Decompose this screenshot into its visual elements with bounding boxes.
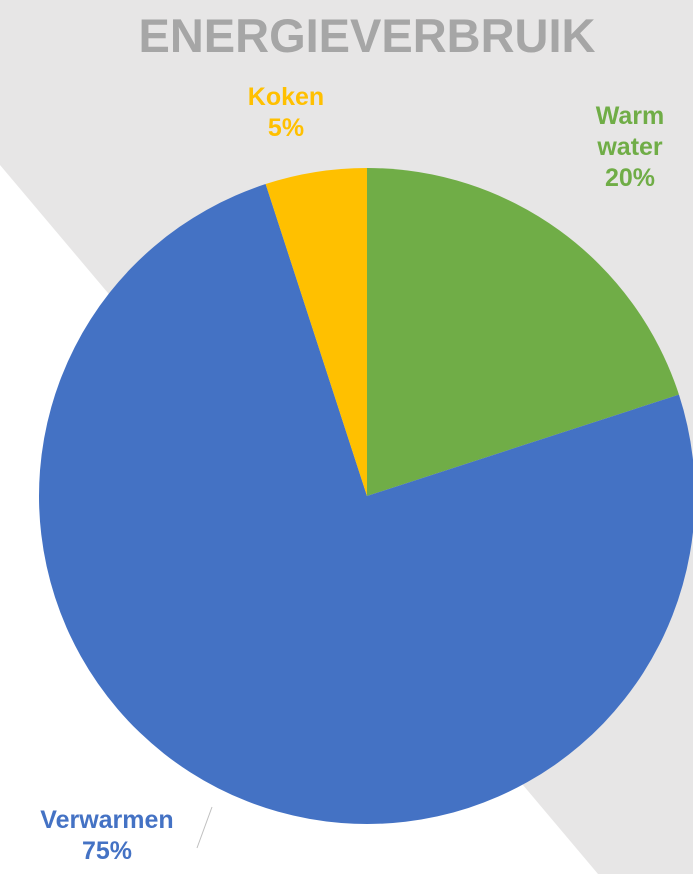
- data-label-verwarmen: Verwarmen 75%: [40, 806, 173, 865]
- pie-slices: [39, 168, 693, 824]
- slice-name: Koken: [248, 83, 324, 111]
- slice-percentage: 20%: [605, 164, 655, 192]
- pie-slice-warm-water: [367, 168, 679, 496]
- slice-name: Verwarmen: [40, 806, 173, 834]
- slice-name: Warm: [596, 102, 665, 130]
- data-label-warm-water: Warm water 20%: [596, 102, 665, 192]
- pie-slice-koken: [265, 168, 367, 496]
- leader-line: [196, 806, 213, 849]
- data-labels: Warm water 20% Verwarmen 75% Koken 5%: [40, 83, 664, 865]
- pie-slice-verwarmen: [39, 184, 693, 824]
- chart-title: ENERGIEVERBRUIK: [138, 9, 595, 62]
- slice-percentage: 75%: [82, 837, 132, 865]
- data-label-koken: Koken 5%: [248, 83, 324, 142]
- slice-name: water: [596, 133, 663, 161]
- slice-percentage: 5%: [268, 114, 304, 142]
